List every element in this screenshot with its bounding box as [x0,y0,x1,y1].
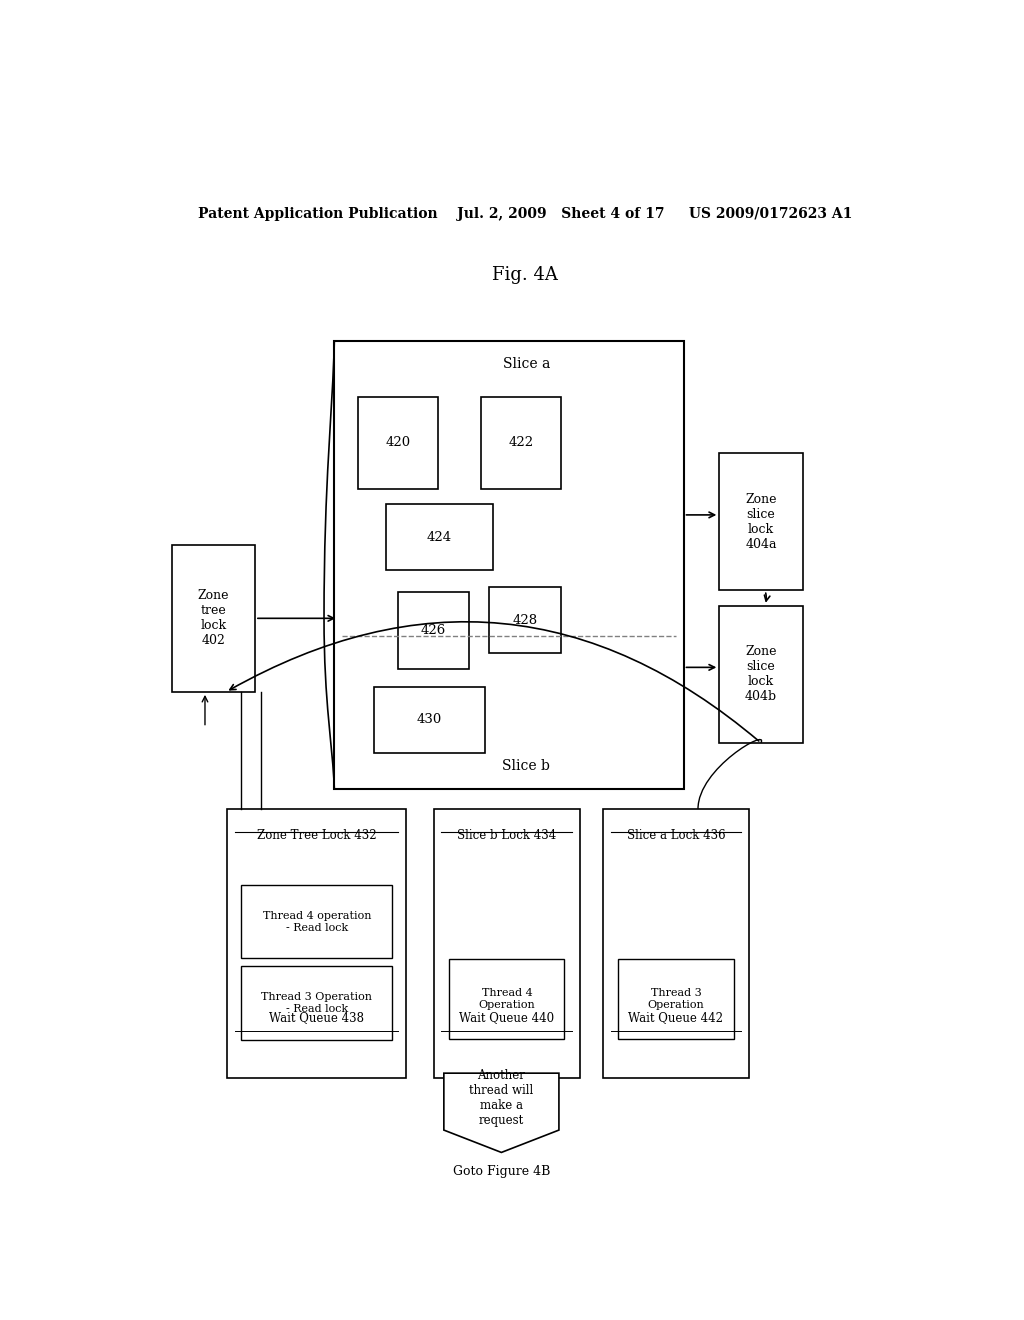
Polygon shape [443,1073,559,1152]
Text: Zone
tree
lock
402: Zone tree lock 402 [198,589,229,647]
Text: Another
thread will
make a
request: Another thread will make a request [469,1069,534,1126]
FancyBboxPatch shape [172,545,255,692]
Text: 422: 422 [508,437,534,450]
Text: Slice a: Slice a [503,356,550,371]
FancyBboxPatch shape [719,606,803,743]
FancyBboxPatch shape [374,686,485,752]
Text: Wait Queue 438: Wait Queue 438 [269,1011,364,1024]
Text: Slice b Lock 434: Slice b Lock 434 [458,829,557,842]
FancyBboxPatch shape [227,809,406,1078]
FancyBboxPatch shape [489,587,560,653]
FancyBboxPatch shape [242,966,392,1040]
FancyBboxPatch shape [481,397,560,488]
Text: Fig. 4A: Fig. 4A [492,267,558,284]
Text: Thread 3 Operation
- Read lock: Thread 3 Operation - Read lock [261,993,373,1014]
Text: Thread 3
Operation: Thread 3 Operation [647,989,705,1010]
Text: Patent Application Publication    Jul. 2, 2009   Sheet 4 of 17     US 2009/01726: Patent Application Publication Jul. 2, 2… [198,207,852,222]
FancyBboxPatch shape [242,886,392,958]
Text: Slice a Lock 436: Slice a Lock 436 [627,829,725,842]
Text: Goto Figure 4B: Goto Figure 4B [453,1164,550,1177]
FancyBboxPatch shape [334,342,684,788]
Text: Zone Tree Lock 432: Zone Tree Lock 432 [257,829,376,842]
FancyBboxPatch shape [450,960,564,1039]
FancyBboxPatch shape [602,809,750,1078]
Text: Zone
slice
lock
404a: Zone slice lock 404a [745,492,776,550]
Text: Thread 4 operation
- Read lock: Thread 4 operation - Read lock [262,911,371,932]
Text: Zone
slice
lock
404b: Zone slice lock 404b [744,645,777,704]
FancyBboxPatch shape [433,809,581,1078]
FancyBboxPatch shape [618,960,733,1039]
FancyBboxPatch shape [397,593,469,669]
FancyBboxPatch shape [719,453,803,590]
Text: Wait Queue 440: Wait Queue 440 [460,1011,555,1024]
Text: 426: 426 [421,624,446,638]
Text: 430: 430 [417,714,442,726]
Text: Slice b: Slice b [503,759,550,774]
Text: 424: 424 [427,531,452,544]
FancyBboxPatch shape [386,504,494,570]
Text: 420: 420 [385,437,411,450]
FancyBboxPatch shape [358,397,437,488]
Text: Thread 4
Operation: Thread 4 Operation [478,989,536,1010]
Text: 428: 428 [512,614,538,627]
Text: Wait Queue 442: Wait Queue 442 [629,1011,724,1024]
